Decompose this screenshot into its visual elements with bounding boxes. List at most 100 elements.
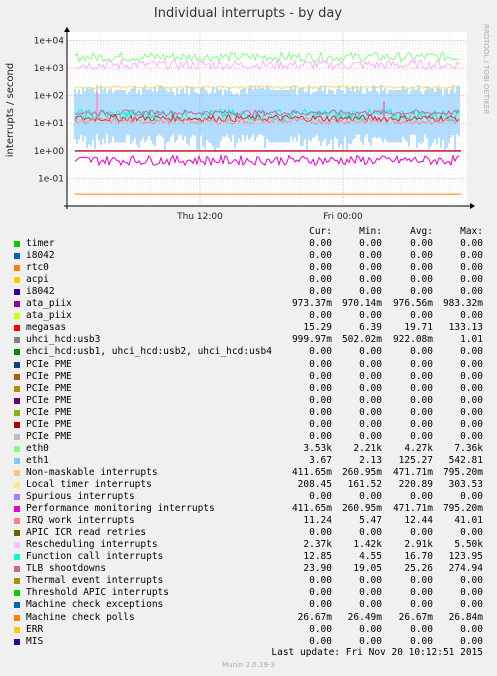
legend-header: Cur: Min: Avg: Max: bbox=[0, 226, 497, 238]
legend-row: timer 0.00 0.00 0.00 0.00 bbox=[0, 238, 497, 250]
legend-row: eth1 3.67 2.13 125.27 542.81 bbox=[0, 455, 497, 467]
legend-avg: 0.00 bbox=[410, 274, 433, 286]
legend-swatch bbox=[14, 469, 20, 476]
legend-min: 6.39 bbox=[359, 322, 382, 334]
legend-avg: 0.00 bbox=[410, 358, 433, 370]
legend-avg: 0.00 bbox=[410, 310, 433, 322]
legend-cur: 11.24 bbox=[303, 515, 332, 527]
legend-min: 0.00 bbox=[359, 358, 382, 370]
legend-row: ERR 0.00 0.00 0.00 0.00 bbox=[0, 624, 497, 636]
legend-name: i8042 bbox=[26, 250, 55, 262]
legend-avg: 2.91k bbox=[404, 539, 433, 551]
legend-cur: 999.97m bbox=[291, 334, 332, 346]
series-local-timer-line bbox=[74, 85, 460, 90]
legend-swatch bbox=[14, 638, 20, 645]
legend-cur: 3.53k bbox=[303, 442, 332, 454]
legend-avg: 220.89 bbox=[398, 478, 433, 490]
header-avg: Avg: bbox=[410, 226, 433, 237]
legend-min: 0.00 bbox=[359, 575, 382, 587]
legend-swatch bbox=[14, 506, 20, 513]
legend-avg: 0.00 bbox=[410, 575, 433, 587]
legend-min: 0.00 bbox=[359, 430, 382, 442]
legend-name: PCIe PME bbox=[26, 394, 72, 406]
legend-name: rtc0 bbox=[26, 262, 49, 274]
legend-name: Non-maskable interrupts bbox=[26, 466, 158, 478]
legend-cur: 411.65m bbox=[291, 503, 332, 515]
legend-name: timer bbox=[26, 238, 55, 250]
legend-max: 0.00 bbox=[460, 527, 483, 539]
legend-min: 0.00 bbox=[359, 527, 382, 539]
legend-row: Machine check exceptions 0.00 0.00 0.00 0.00 bbox=[0, 599, 497, 611]
legend-name: Performance monitoring interrupts bbox=[26, 503, 215, 515]
legend-min: 0.00 bbox=[359, 382, 382, 394]
legend-row: APIC ICR read retries 0.00 0.00 0.00 0.00 bbox=[0, 527, 497, 539]
legend-row: PCIe PME 0.00 0.00 0.00 0.00 bbox=[0, 431, 497, 443]
legend-avg: 976.56m bbox=[392, 298, 433, 310]
legend-swatch bbox=[14, 289, 20, 296]
legend-cur: 411.65m bbox=[291, 466, 332, 478]
legend-row: PCIe PME 0.00 0.00 0.00 0.00 bbox=[0, 359, 497, 371]
legend-avg: 26.67m bbox=[398, 611, 433, 623]
legend-max: 0.00 bbox=[460, 382, 483, 394]
header-max: Max: bbox=[460, 226, 483, 237]
legend-name: ata_piix bbox=[26, 310, 72, 322]
legend-row: i8042 0.00 0.00 0.00 0.00 bbox=[0, 286, 497, 298]
legend-min: 0.00 bbox=[359, 238, 382, 250]
legend-swatch bbox=[14, 241, 20, 248]
legend-row: rtc0 0.00 0.00 0.00 0.00 bbox=[0, 262, 497, 274]
legend-swatch bbox=[14, 566, 20, 573]
legend-row: Non-maskable interrupts 411.65m 260.95m 471… bbox=[0, 467, 497, 479]
legend-min: 502.02m bbox=[341, 334, 382, 346]
legend-avg: 125.27 bbox=[398, 454, 433, 466]
legend-name: Local timer interrupts bbox=[26, 478, 152, 490]
legend-cur: 0.00 bbox=[309, 250, 332, 262]
y-tick-label: 1e+04 bbox=[34, 36, 65, 46]
legend-cur: 0.00 bbox=[309, 370, 332, 382]
legend-cur: 0.00 bbox=[309, 262, 332, 274]
legend-name: APIC ICR read retries bbox=[26, 527, 147, 539]
legend-min: 0.00 bbox=[359, 274, 382, 286]
legend-swatch bbox=[14, 590, 20, 597]
series-tlb-line bbox=[74, 108, 460, 117]
legend-row: Function call interrupts 12.85 4.55 16.70 12… bbox=[0, 551, 497, 563]
legend-swatch bbox=[14, 481, 20, 488]
legend-cur: 0.00 bbox=[309, 406, 332, 418]
legend-cur: 26.67m bbox=[297, 611, 332, 623]
legend-swatch bbox=[14, 361, 20, 368]
legend-row: PCIe PME 0.00 0.00 0.00 0.00 bbox=[0, 419, 497, 431]
legend-name: Machine check exceptions bbox=[26, 599, 164, 611]
legend-max: 0.00 bbox=[460, 250, 483, 262]
legend-max: 274.94 bbox=[448, 563, 483, 575]
legend-cur: 0.00 bbox=[309, 623, 332, 635]
legend-name: ata_piix bbox=[26, 298, 72, 310]
x-tick-label: Fri 00:00 bbox=[323, 212, 363, 222]
chart-title: Individual interrupts - by day bbox=[154, 6, 342, 21]
legend-max: 0.00 bbox=[460, 599, 483, 611]
x-axis-arrow bbox=[470, 203, 475, 209]
legend-swatch bbox=[14, 421, 20, 428]
legend-swatch bbox=[14, 614, 20, 621]
legend-min: 5.47 bbox=[359, 515, 382, 527]
legend-avg: 0.00 bbox=[410, 250, 433, 262]
legend-cur: 0.00 bbox=[309, 310, 332, 322]
y-tick-label: 1e+00 bbox=[34, 147, 65, 157]
legend-max: 0.00 bbox=[460, 635, 483, 647]
legend-cur: 0.00 bbox=[309, 491, 332, 503]
legend-row: PCIe PME 0.00 0.00 0.00 0.00 bbox=[0, 371, 497, 383]
legend-max: 0.00 bbox=[460, 346, 483, 358]
legend-swatch bbox=[14, 337, 20, 344]
legend-cur: 0.00 bbox=[309, 527, 332, 539]
x-ticks: Thu 12:00 Fri 00:00 bbox=[176, 212, 363, 222]
legend-cur: 12.85 bbox=[303, 551, 332, 563]
legend-name: Rescheduling interrupts bbox=[26, 539, 158, 551]
legend-avg: 0.00 bbox=[410, 527, 433, 539]
legend-swatch bbox=[14, 542, 20, 549]
legend-max: 0.00 bbox=[460, 310, 483, 322]
legend-name: MIS bbox=[26, 635, 44, 647]
legend-cur: 0.00 bbox=[309, 274, 332, 286]
legend-name: Function call interrupts bbox=[26, 551, 164, 563]
legend-min: 0.00 bbox=[359, 394, 382, 406]
legend-cur: 3.67 bbox=[309, 454, 332, 466]
legend-name: PCIe PME bbox=[26, 406, 72, 418]
legend-max: 0.00 bbox=[460, 587, 483, 599]
